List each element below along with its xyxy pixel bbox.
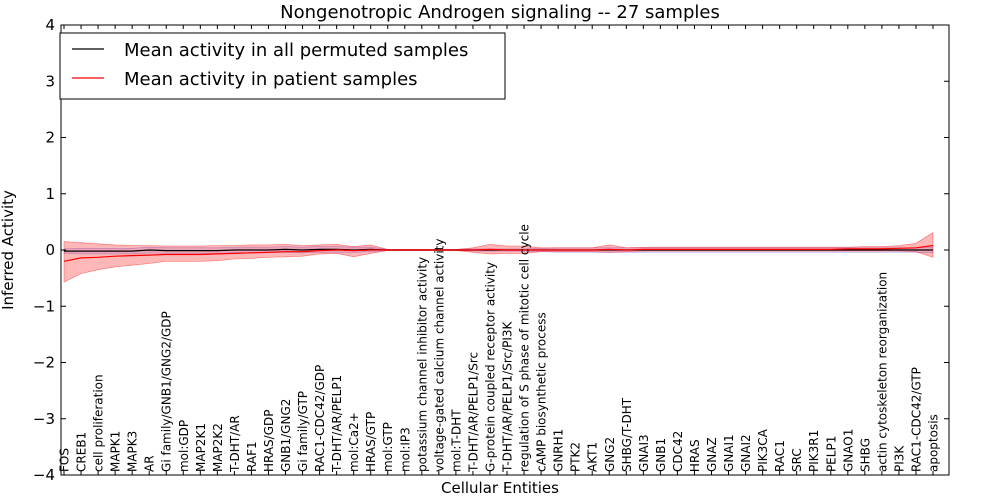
x-axis-ticks: FOS CREB1 cell proliferation MAPK1 MAPK3 AR Gi… xyxy=(58,25,941,475)
legend-box xyxy=(59,32,506,100)
y-tick-label: −1 xyxy=(33,297,55,315)
band-series-1 xyxy=(63,232,934,283)
x-tick-label: GNAI2 xyxy=(739,434,753,472)
x-tick-label: CREB1 xyxy=(75,432,89,472)
legend-label-permuted: Mean activity in all permuted samples xyxy=(124,40,468,61)
y-tick-label: 1 xyxy=(45,185,55,203)
y-tick-label: 3 xyxy=(45,72,55,90)
y-tick-label: −4 xyxy=(33,466,55,484)
x-tick-label: SRC xyxy=(790,448,804,472)
x-tick-label: GNAO1 xyxy=(841,429,855,472)
x-tick-label: HRAS/GDP xyxy=(262,409,276,472)
x-tick-label: AR xyxy=(143,455,157,472)
x-tick-label: MAP2K2 xyxy=(211,423,225,472)
legend-label-patient: Mean activity in patient samples xyxy=(124,69,418,90)
y-axis-label: Inferred Activity xyxy=(0,190,17,310)
x-tick-label: T-DHT/AR/PELP1 xyxy=(330,375,344,473)
x-tick-label: mol:Ca2+ xyxy=(347,412,361,472)
x-tick-label: GNAZ xyxy=(705,437,719,472)
y-tick-label: 0 xyxy=(45,241,55,259)
x-tick-label: RAC1 xyxy=(773,440,787,472)
x-tick-label: mol:IP3 xyxy=(398,427,412,472)
x-tick-label: PELP1 xyxy=(824,436,838,472)
x-tick-label: GNAI1 xyxy=(722,434,736,472)
x-tick-label: actin cytoskeleton reorganization xyxy=(875,272,889,472)
y-tick-label: 4 xyxy=(45,16,55,34)
x-tick-label: voltage-gated calcium channel activity xyxy=(432,239,446,473)
x-tick-label: AKT1 xyxy=(586,442,600,472)
x-tick-label: HRAS/GTP xyxy=(364,412,378,472)
y-tick-label: −2 xyxy=(33,354,55,372)
x-tick-label: PIK3CA xyxy=(756,428,770,472)
x-tick-label: T-DHT/AR/PELP1/Src/PI3K xyxy=(501,320,515,473)
x-tick-label: PI3K xyxy=(892,445,906,472)
confidence-bands xyxy=(63,232,934,283)
x-tick-label: RAC1-CDC42/GTP xyxy=(910,367,924,472)
x-tick-label: GNAI3 xyxy=(637,434,651,472)
x-tick-label: SHBG/T-DHT xyxy=(620,397,634,472)
x-tick-label: GNRH1 xyxy=(552,429,566,472)
x-tick-label: PTK2 xyxy=(569,442,583,472)
x-tick-label: GNB1 xyxy=(654,438,668,472)
y-tick-label: 2 xyxy=(45,129,55,147)
x-tick-label: HRAS xyxy=(688,439,702,472)
series-lines xyxy=(63,244,934,262)
x-tick-label: G-protein coupled receptor activity xyxy=(484,262,498,472)
x-tick-label: RAF1 xyxy=(245,441,259,472)
x-tick-label: T-DHT/AR/PELP1/Src xyxy=(466,352,480,473)
y-axis-ticks: −4 −3 −2 −1 0 1 2 3 4 xyxy=(33,16,949,484)
x-tick-label: apoptosis xyxy=(927,414,941,472)
x-tick-label: PIK3R1 xyxy=(807,430,821,472)
x-tick-label: FOS xyxy=(58,448,72,472)
x-tick-label: MAP2K1 xyxy=(194,423,208,472)
x-tick-label: cell proliferation xyxy=(92,374,106,472)
line-series-1 xyxy=(63,244,934,262)
x-tick-label: GNB1/GNG2 xyxy=(279,399,293,472)
x-tick-label: Gi family/GNB1/GNG2/GDP xyxy=(160,311,174,472)
x-tick-label: T-DHT/AR xyxy=(228,415,242,473)
x-tick-label: Gi family/GTP xyxy=(296,391,310,472)
x-tick-label: MAPK3 xyxy=(126,431,140,472)
x-tick-label: CDC42 xyxy=(671,431,685,472)
x-tick-label: cAMP biosynthetic process xyxy=(535,312,549,472)
x-tick-label: mol:T-DHT xyxy=(449,409,463,472)
legend: Mean activity in all permuted samples Me… xyxy=(59,32,506,100)
x-tick-label: mol:GTP xyxy=(381,422,395,472)
x-tick-label: mol:GDP xyxy=(177,420,191,472)
x-axis-label: Cellular Entities xyxy=(441,479,559,497)
x-tick-label: potassium channel inhibitor activity xyxy=(415,257,429,472)
x-tick-label: MAPK1 xyxy=(109,431,123,472)
x-tick-label: GNG2 xyxy=(603,437,617,472)
x-tick-label: SHBG xyxy=(858,438,872,472)
x-tick-label: RAC1-CDC42/GDP xyxy=(313,365,327,472)
y-tick-label: −3 xyxy=(33,410,55,428)
chart-title: Nongenotropic Androgen signaling -- 27 s… xyxy=(280,2,720,23)
x-tick-label: regulation of S phase of mitotic cell cy… xyxy=(518,224,532,472)
